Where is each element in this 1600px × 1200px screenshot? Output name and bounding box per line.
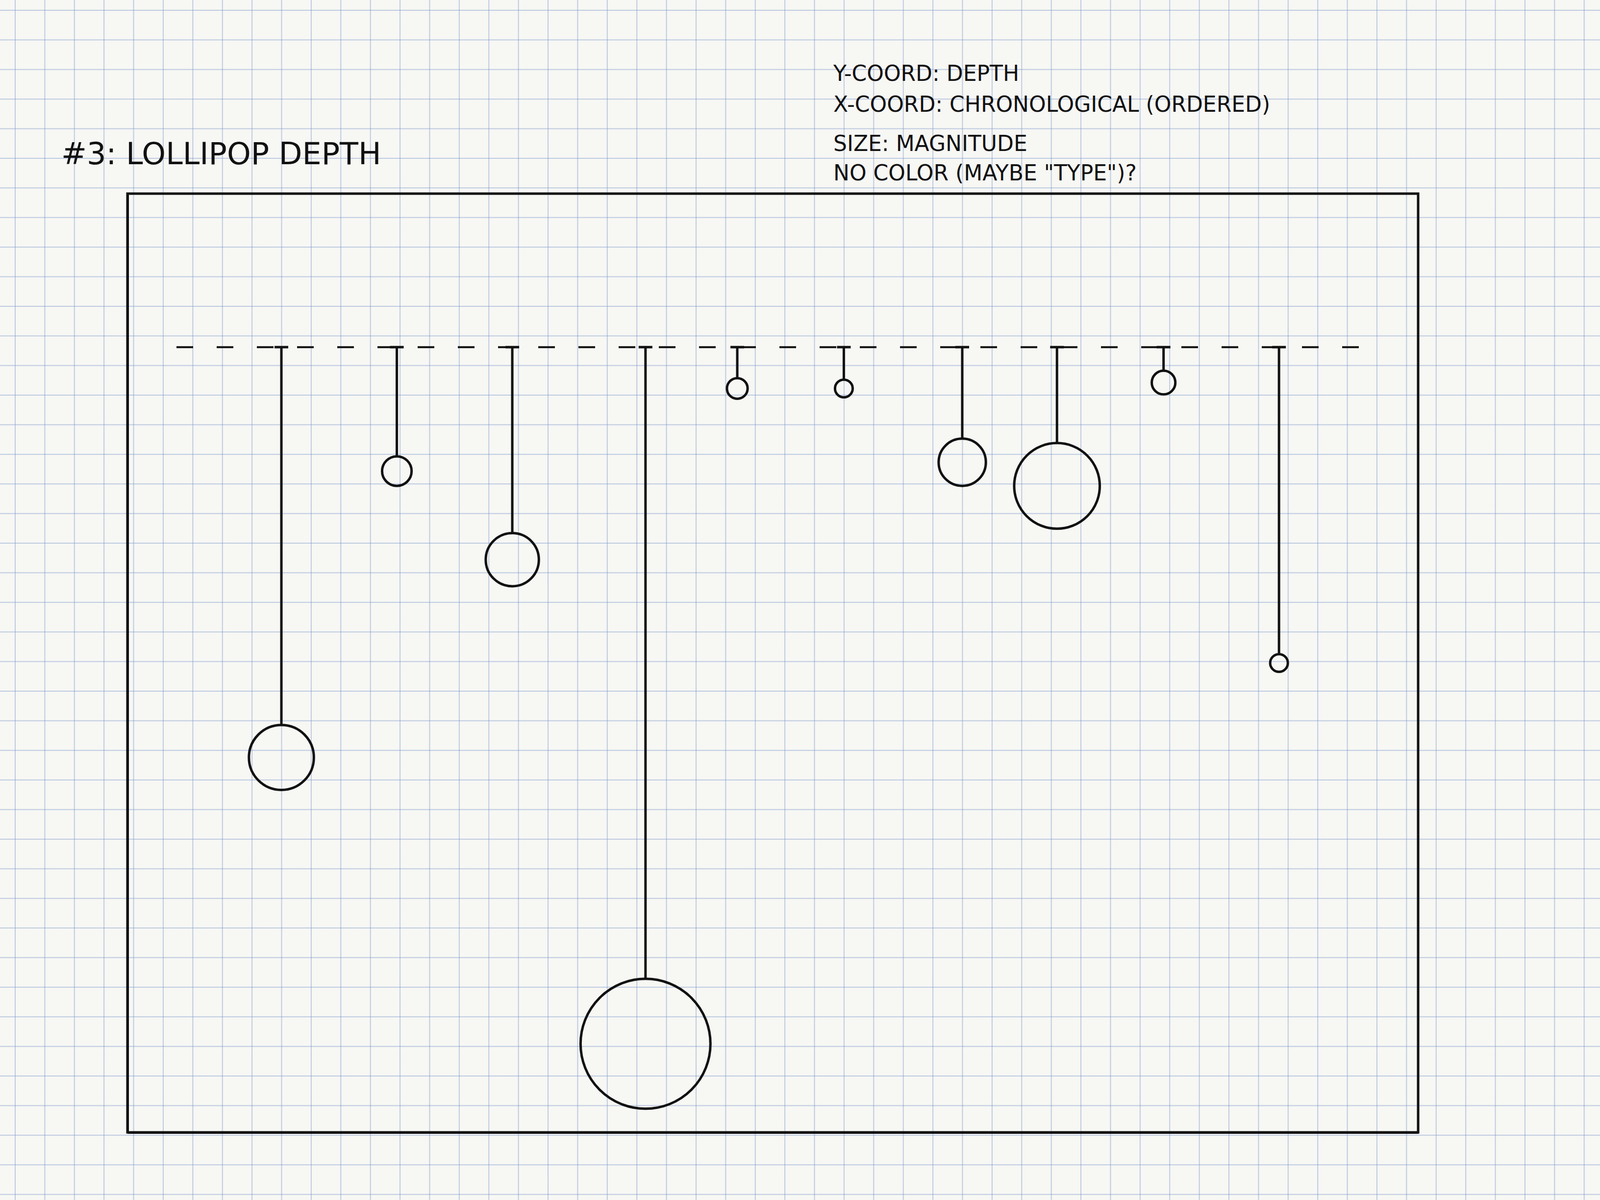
x-axis-line — [127, 1131, 1419, 1134]
note: Y-COORD: DEPTH — [832, 60, 1020, 86]
stem — [511, 347, 514, 533]
stem-cap — [390, 346, 404, 349]
lollipop-head — [1270, 653, 1288, 672]
lollipop-head — [938, 438, 986, 486]
lollipop-head — [834, 379, 853, 398]
note: SIZE: MAGNITUDE — [833, 130, 1028, 156]
stem — [1162, 347, 1165, 371]
chart: #3: LOLLIPOP DEPTH Y-COORD: DEPTH X-COORD:… — [0, 0, 1600, 1200]
stem-cap — [955, 346, 970, 349]
stem — [1277, 347, 1281, 654]
note: NO COLOR (MAYBE "TYPE")? — [833, 160, 1137, 186]
marks — [176, 347, 1370, 1109]
stem — [960, 347, 964, 439]
stem — [736, 347, 739, 378]
stem-cap — [1272, 346, 1286, 349]
lollipop-head — [485, 533, 539, 587]
stem-cap — [730, 346, 745, 349]
stem-cap — [274, 346, 289, 349]
stem-cap — [638, 346, 653, 349]
stem-cap — [1050, 346, 1064, 349]
stem — [842, 347, 846, 380]
stem — [644, 347, 647, 979]
stem — [280, 347, 283, 725]
baseline — [176, 346, 1370, 349]
y-axis — [127, 194, 128, 1133]
lollipop-head — [249, 725, 314, 790]
x-axis — [127, 1132, 1419, 1133]
lollipop-head — [580, 978, 711, 1109]
y-axis-line — [126, 194, 129, 1133]
plot-frame — [127, 193, 1419, 1133]
lollipop-head — [726, 377, 748, 399]
stem-cap — [1156, 346, 1171, 349]
note: X-COORD: CHRONOLOGICAL (ORDERED) — [833, 91, 1271, 117]
lollipop-head — [381, 456, 412, 486]
stem — [395, 347, 399, 457]
title: #3: LOLLIPOP DEPTH — [61, 135, 382, 172]
stem — [1055, 347, 1059, 444]
lollipop-head — [1014, 443, 1100, 529]
stem-cap — [836, 346, 851, 349]
lollipop-head — [1151, 370, 1176, 395]
stem-cap — [505, 346, 520, 349]
